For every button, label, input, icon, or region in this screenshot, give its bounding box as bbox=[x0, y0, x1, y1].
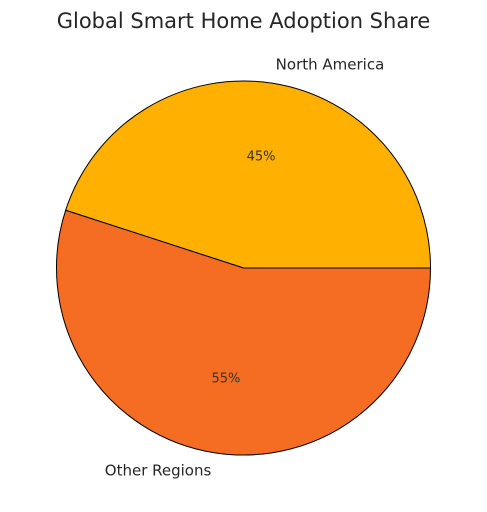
chart-title: Global Smart Home Adoption Share bbox=[57, 9, 431, 33]
slice-label-north-america: North America bbox=[276, 55, 385, 73]
slice-percent-north-america: 45% bbox=[247, 150, 276, 165]
pie-slices bbox=[56, 80, 431, 456]
pie-slice-other-regions bbox=[56, 209, 431, 456]
pie-slice-north-america bbox=[65, 80, 431, 269]
pie-labels: North America 45% Other Regions 55% bbox=[105, 55, 384, 479]
slice-percent-other-regions: 55% bbox=[211, 371, 240, 386]
slice-label-other-regions: Other Regions bbox=[105, 462, 212, 480]
